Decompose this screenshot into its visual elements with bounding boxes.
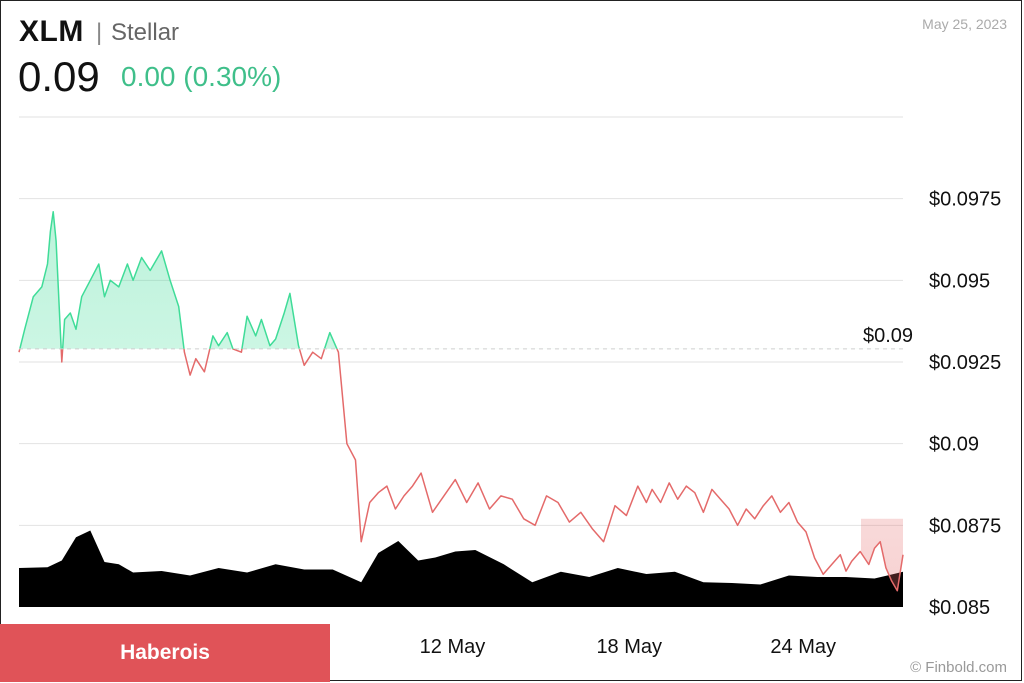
y-tick-label: $0.0975 [929,189,1001,211]
y-tick-label: $0.085 [929,597,990,619]
price-area-up [19,211,903,349]
y-tick-label: $0.095 [929,270,990,292]
chart-date: May 25, 2023 [922,16,1007,32]
current-price: 0.09 [18,53,100,100]
y-tick-label: $0.0875 [929,515,1001,537]
reference-label: $0.09 [863,325,913,347]
y-tick-label: $0.0925 [929,352,1001,374]
watermark: © Finbold.com [910,659,1007,676]
reference-line: $0.09 [19,325,913,350]
price-line-up [19,210,338,349]
overlay-label: Haberois [120,641,210,664]
x-tick-label: 18 May [596,636,662,658]
price-area [19,211,903,591]
ticker-symbol: XLM [19,15,84,48]
asset-name: Stellar [111,19,180,46]
price-lines [18,210,904,592]
y-axis: $0.085 $0.0875 $0.09 $0.0925 $0.095 $0.0975 [929,189,1001,619]
y-tick-label: $0.09 [929,434,979,456]
x-tick-label: 24 May [770,636,836,658]
title-separator: | [96,19,103,46]
price-area-down [861,518,903,591]
price-change: 0.00 (0.30%) [121,61,282,92]
overlay-banner: Haberois [0,624,330,682]
volume-bars [19,530,903,607]
x-tick-label: 12 May [420,636,486,658]
volume-area [19,530,903,607]
price-line-down [18,348,904,592]
